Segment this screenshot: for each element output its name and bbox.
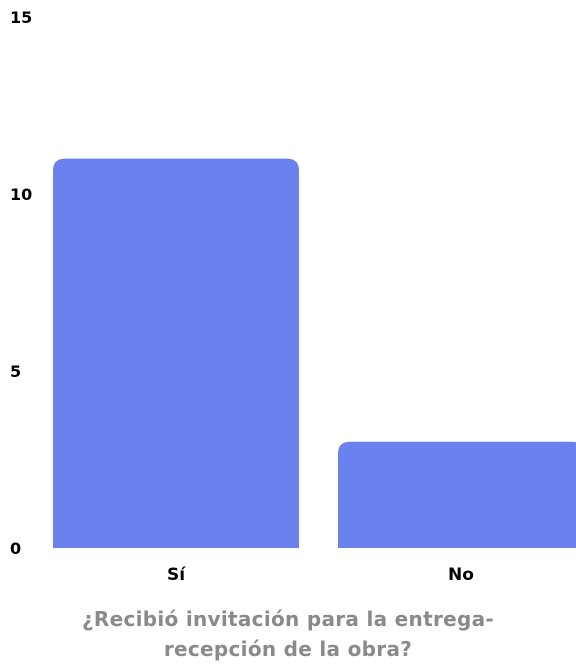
y-tick-label-5: 5 [10, 362, 21, 381]
y-axis: 0 5 10 15 [10, 8, 32, 558]
x-category-label-si: Sí [167, 565, 186, 585]
y-tick-label-15: 15 [10, 8, 32, 27]
chart-title-line-2: recepción de la obra? [163, 637, 413, 661]
bar-no [338, 441, 576, 548]
x-axis: Sí No [167, 565, 474, 585]
y-tick-label-10: 10 [10, 185, 32, 204]
bars-group [53, 158, 576, 548]
chart-title-line-1: ¿Recibió invitación para la entrega- [81, 607, 494, 631]
y-tick-label-0: 0 [10, 539, 21, 558]
x-category-label-no: No [448, 565, 474, 585]
bar-si [53, 158, 299, 548]
chart-title: ¿Recibió invitación para la entrega- rec… [0, 604, 576, 664]
